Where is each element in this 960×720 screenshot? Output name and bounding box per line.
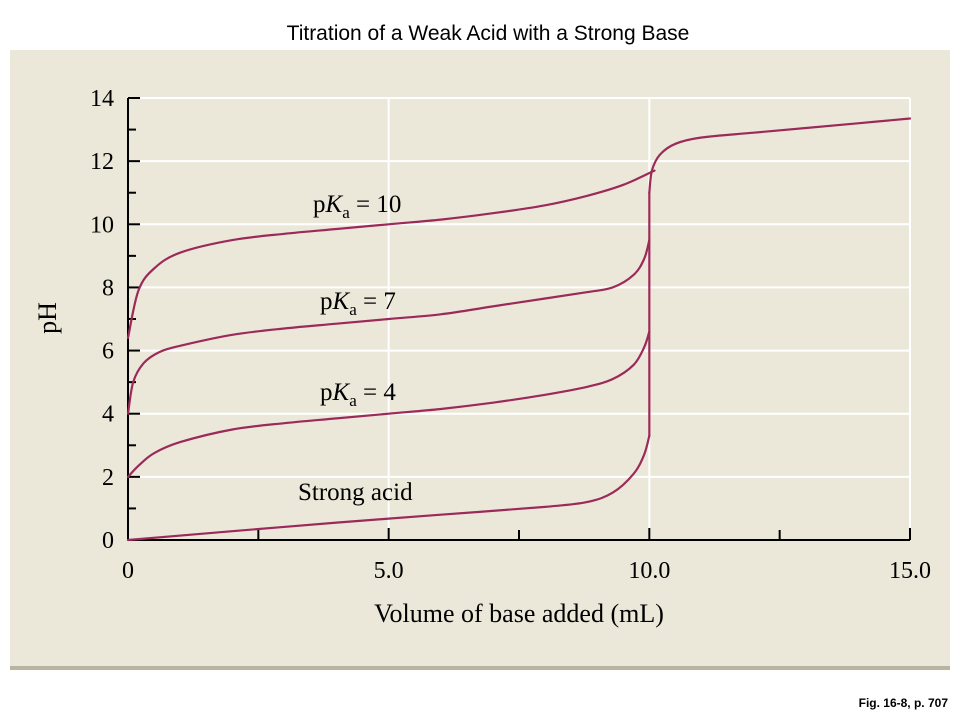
tick-layer: 0 2 4 6 8 10 12 14 0 5.0 10.0 15.0	[90, 86, 931, 584]
y-tick-label-2: 2	[102, 465, 114, 491]
slide-title: Titration of a Weak Acid with a Strong B…	[286, 22, 690, 45]
series-label-2: pKa = 4	[320, 379, 396, 410]
x-tick-label-10.0: 10.0	[628, 558, 670, 584]
y-tick-label-4: 4	[102, 402, 114, 428]
series-line-2	[126, 330, 651, 478]
panel-bottom-border	[10, 666, 950, 670]
series-label-0: pKa = 10	[313, 191, 401, 222]
curve-layer	[126, 117, 912, 542]
x-axis-title: Volume of base added (mL)	[374, 599, 664, 628]
axes-layer	[127, 98, 910, 541]
series-line-0	[126, 169, 656, 339]
grid-layer	[128, 97, 911, 540]
figure-caption: Fig. 16-8, p. 707	[858, 696, 948, 710]
x-tick-label-0: 0	[122, 558, 134, 584]
chart-panel	[10, 50, 950, 666]
x-tick-label-5.0: 5.0	[374, 558, 404, 584]
y-axis-title: pH	[33, 302, 62, 334]
excess-base-curve	[648, 117, 912, 194]
series-line-3	[126, 434, 651, 542]
series-label-3: Strong acid	[298, 479, 413, 506]
y-tick-label-8: 8	[102, 275, 114, 301]
y-tick-label-6: 6	[102, 339, 114, 365]
y-tick-label-0: 0	[102, 528, 114, 554]
y-tick-label-14: 14	[90, 86, 114, 112]
series-label-1: pKa = 7	[320, 288, 396, 319]
y-tick-label-10: 10	[90, 212, 114, 238]
series-line-1	[126, 239, 651, 415]
y-tick-label-12: 12	[90, 149, 114, 175]
x-tick-label-15.0: 15.0	[889, 558, 931, 584]
label-layer: pKa = 10 pKa = 7 pKa = 4 Strong acid	[298, 191, 413, 506]
